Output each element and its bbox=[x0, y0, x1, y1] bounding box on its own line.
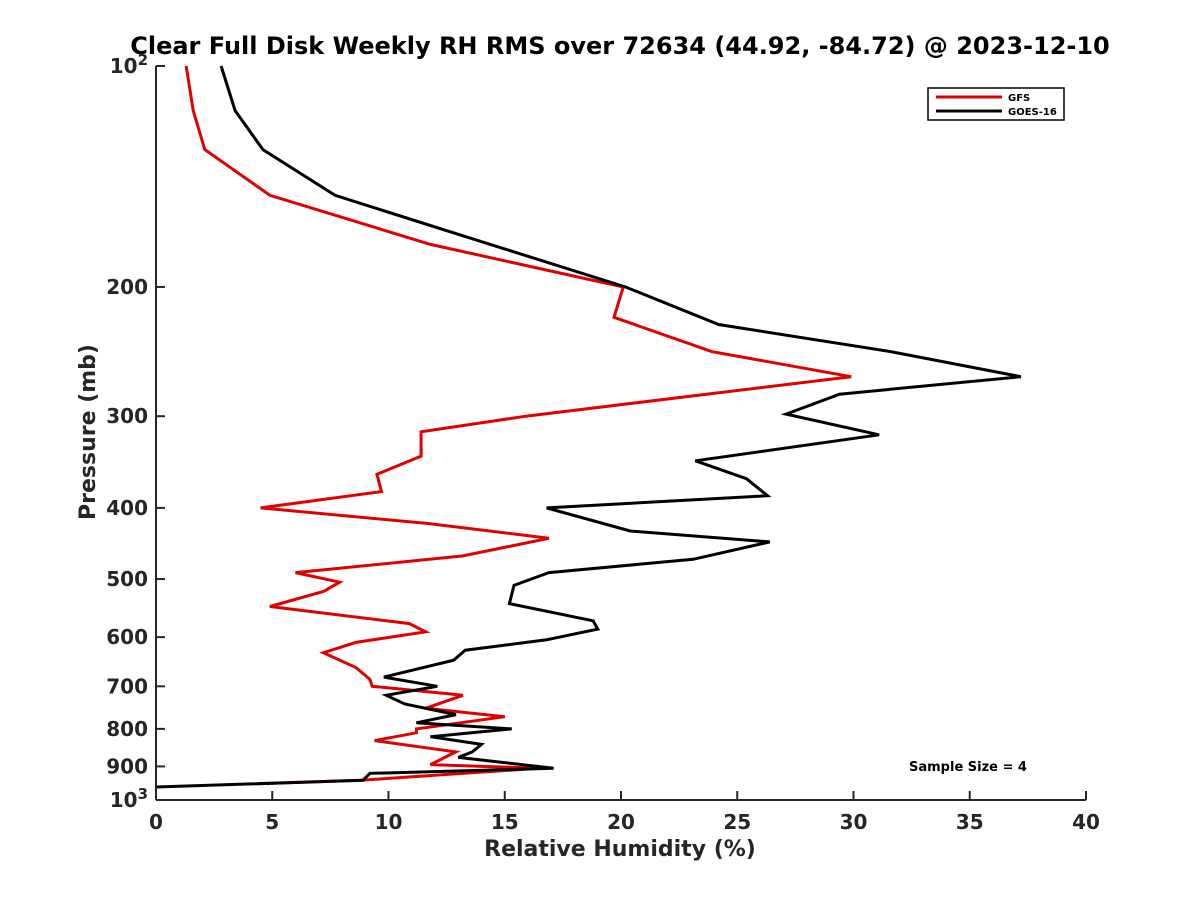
y-tick-label: 200 bbox=[106, 275, 148, 299]
x-tick-label: 20 bbox=[607, 810, 635, 834]
y-tick-label: 700 bbox=[106, 674, 148, 698]
legend-label-goes16: GOES-16 bbox=[1008, 107, 1057, 118]
x-tick-label: 40 bbox=[1072, 810, 1100, 834]
sample-size-annotation: Sample Size = 4 bbox=[909, 760, 1027, 775]
y-tick-label: 300 bbox=[106, 404, 148, 428]
y-axis-label: Pressure (mb) bbox=[76, 344, 101, 520]
legend: GFS GOES-16 bbox=[927, 87, 1065, 121]
y-tick-label: 500 bbox=[106, 567, 148, 591]
x-tick-label: 10 bbox=[375, 810, 403, 834]
y-tick-label: 103 bbox=[110, 785, 148, 812]
y-tick-label: 900 bbox=[106, 754, 148, 778]
x-tick-label: 15 bbox=[491, 810, 519, 834]
x-tick-label: 5 bbox=[265, 810, 279, 834]
axes-layer: 0 5 10 15 20 25 30 35 40 102 200 300 400 500 600 700 800… bbox=[106, 51, 1100, 834]
series-layer bbox=[155, 65, 1022, 789]
y-tick-label: 800 bbox=[106, 717, 148, 741]
series-line-gfs bbox=[184, 65, 852, 786]
series-line-goes16 bbox=[155, 65, 1022, 789]
y-tick-label: 102 bbox=[110, 51, 148, 78]
x-axis-label: Relative Humidity (%) bbox=[484, 837, 756, 862]
chart-title: Clear Full Disk Weekly RH RMS over 72634… bbox=[130, 32, 1110, 60]
x-tick-label: 25 bbox=[723, 810, 751, 834]
legend-label-gfs: GFS bbox=[1008, 93, 1030, 104]
x-tick-label: 30 bbox=[840, 810, 868, 834]
y-tick-label: 400 bbox=[106, 496, 148, 520]
legend-box bbox=[927, 87, 1065, 121]
x-tick-label: 0 bbox=[149, 810, 163, 834]
y-tick-label: 600 bbox=[106, 625, 148, 649]
x-tick-label: 35 bbox=[956, 810, 984, 834]
